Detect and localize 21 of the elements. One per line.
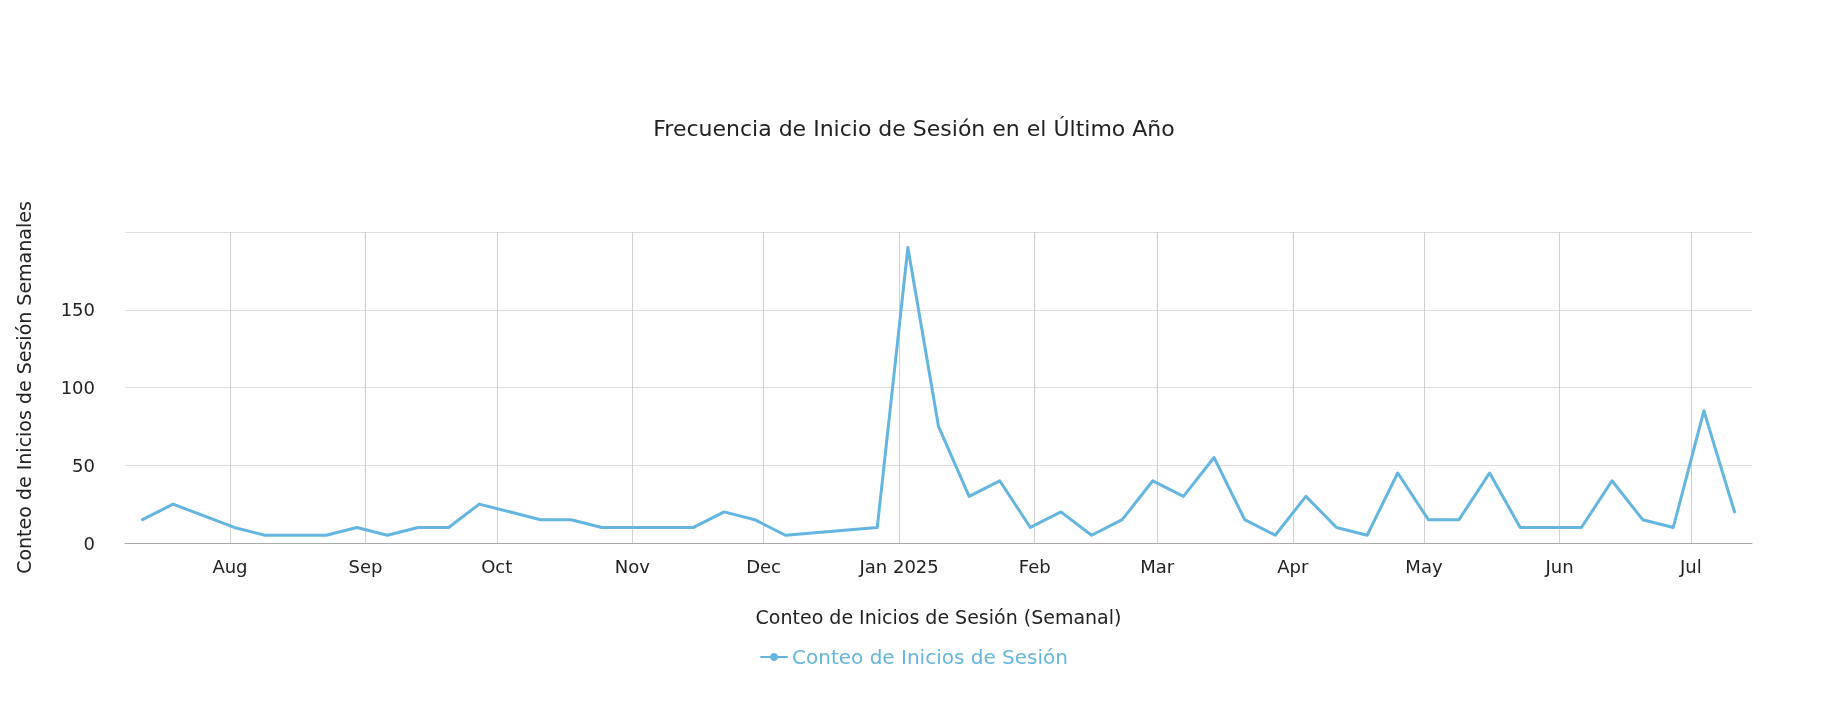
x-tick-label: Aug bbox=[212, 555, 248, 577]
line-series bbox=[140, 246, 1737, 537]
chart-title: Frecuencia de Inicio de Sesión en el Último Año bbox=[653, 115, 1175, 141]
x-tick-label: Feb bbox=[1018, 555, 1051, 577]
x-tick-label: Jan 2025 bbox=[858, 555, 939, 577]
x-tick-label: Nov bbox=[614, 555, 651, 577]
x-tick-label: Mar bbox=[1140, 555, 1175, 577]
x-tick-label: Apr bbox=[1277, 555, 1309, 577]
x-tick-label: May bbox=[1405, 555, 1443, 577]
x-axis-title: Conteo de Inicios de Sesión (Semanal) bbox=[755, 605, 1122, 628]
x-tick-label: Sep bbox=[348, 555, 383, 577]
y-tick-label: 100 bbox=[60, 377, 95, 398]
legend-label: Conteo de Inicios de Sesión bbox=[792, 645, 1068, 669]
y-tick-label: 0 bbox=[83, 532, 95, 554]
x-tick-label: Dec bbox=[746, 555, 781, 577]
y-tick-label: 150 bbox=[60, 299, 95, 321]
x-tick-label: Jul bbox=[1678, 555, 1702, 577]
y-axis-title: Conteo de Inicios de Sesión Semanales bbox=[12, 201, 35, 574]
x-tick-label: Jun bbox=[1544, 555, 1574, 577]
y-tick-label: 50 bbox=[72, 454, 95, 476]
x-tick-label: Oct bbox=[481, 555, 513, 577]
